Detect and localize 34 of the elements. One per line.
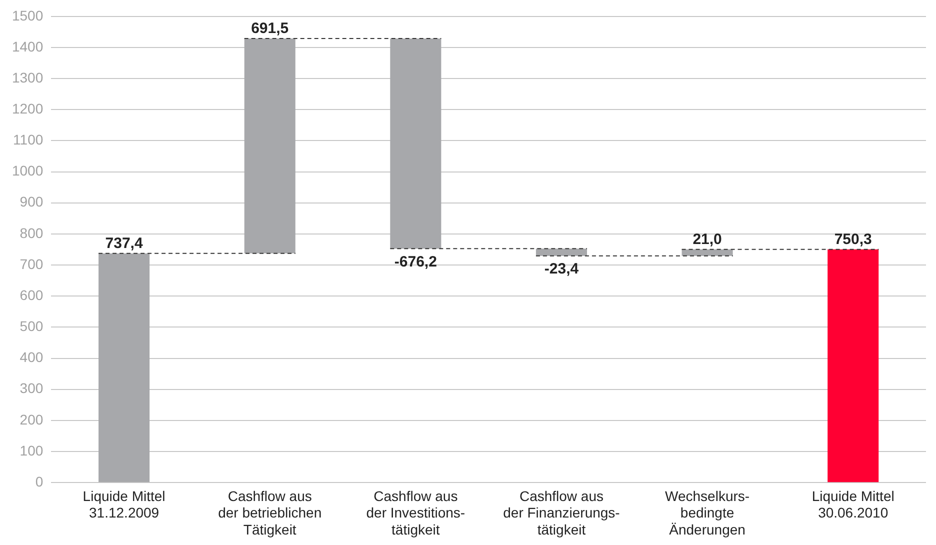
bar [244, 38, 296, 254]
data-label: -676,2 [394, 253, 437, 270]
bar [536, 248, 587, 256]
data-label: 737,4 [105, 235, 144, 252]
x-tick-label: Liquide Mittel 31.12.2009 [82, 488, 166, 521]
y-tick-label: 1300 [12, 69, 44, 86]
y-tick-label: 800 [20, 224, 44, 241]
y-tick-label: 1100 [13, 132, 44, 148]
y-tick-label: 400 [20, 349, 44, 366]
y-tick-label: 300 [20, 380, 44, 396]
bar [682, 249, 733, 256]
data-label: 21,0 [692, 231, 722, 248]
x-tick-label: Cashflow aus der Investitions- tätigkeit [366, 488, 466, 538]
y-tick-label: 0 [35, 473, 44, 490]
bar [390, 38, 442, 249]
data-label: -23,4 [544, 260, 580, 278]
y-tick-label: 500 [20, 318, 44, 334]
y-tick-label: 1500 [12, 7, 44, 24]
data-label: 750,3 [834, 231, 872, 248]
x-tick-label: Cashflow aus der betrieblichen Tätigkeit [218, 488, 322, 538]
y-tick-label: 700 [20, 256, 44, 272]
x-tick-label: Cashflow aus der Finanzierungs- tätigkeit [503, 488, 620, 538]
y-tick-label: 100 [20, 442, 44, 458]
x-tick-label: Wechselkurs- bedingte Änderungen [665, 488, 750, 538]
data-label: 691,5 [251, 20, 289, 38]
bar [98, 253, 150, 482]
y-tick-label: 1000 [12, 162, 44, 179]
y-tick-label: 1200 [12, 100, 44, 116]
y-tick-label: 200 [20, 411, 44, 428]
y-tick-label: 900 [20, 194, 44, 210]
bar [828, 249, 879, 482]
x-tick-label: Liquide Mittel 30.06.2010 [812, 488, 894, 521]
y-tick-label: 1400 [12, 38, 44, 54]
y-tick-label: 600 [20, 286, 44, 303]
